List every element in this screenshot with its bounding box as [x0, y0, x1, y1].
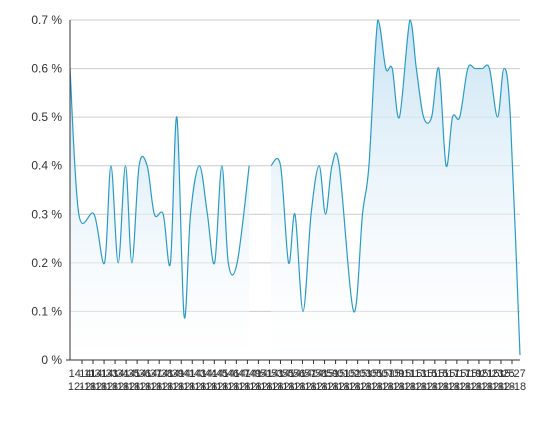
- x-tick-label-date: 12-18: [465, 381, 493, 393]
- x-tick-label-date: 12-18: [443, 381, 471, 393]
- x-tick-label-time: 15:25: [487, 368, 515, 380]
- x-tick-label-time: 14:11: [69, 368, 96, 380]
- x-tick-label-time: 14:49: [234, 368, 262, 380]
- x-tick-label-date: 12-18: [355, 381, 383, 393]
- x-tick-label-date: 12-18: [134, 381, 162, 393]
- x-tick-label-date: 12-18: [277, 381, 305, 393]
- x-tick-label-time: 14:39: [156, 368, 184, 380]
- x-tick-label-time: 15:01: [322, 368, 350, 380]
- x-tick-label-time: 15:03: [344, 368, 372, 380]
- x-tick-label-time: 14:58: [300, 368, 328, 380]
- x-tick-label-time: 14:53: [256, 368, 284, 380]
- y-tick-label: 0.7 %: [31, 13, 62, 27]
- y-tick-label: 0.4 %: [31, 159, 62, 173]
- line-segment-1: [69, 68, 250, 319]
- x-tick-label-time: 14:33: [90, 368, 118, 380]
- x-tick-label-time: 14:56: [278, 368, 306, 380]
- x-tick-label-date: 12-18: [233, 381, 261, 393]
- x-tick-label-time: 15:27: [498, 368, 526, 380]
- x-tick-label-time: 14:51: [245, 368, 273, 380]
- x-tick-label-date: 12-18: [377, 381, 405, 393]
- x-tick-labels: 14:1112-1814:3112-1814:3312-1814:3412-18…: [68, 360, 526, 393]
- y-tick-label: 0.1 %: [31, 304, 62, 318]
- x-tick-label-date: 12-18: [498, 381, 526, 393]
- x-tick-label-time: 15:15: [421, 368, 449, 380]
- x-tick-label-date: 12-18: [476, 381, 504, 393]
- x-tick-label-time: 14:43: [178, 368, 206, 380]
- x-tick-label-date: 12-18: [211, 381, 239, 393]
- x-tick-label-time: 15:07: [366, 368, 394, 380]
- x-tick-label-time: 14:47: [223, 368, 251, 380]
- x-tick-label-date: 12-18: [432, 381, 460, 393]
- x-tick-label-time: 14:38: [145, 368, 173, 380]
- x-tick-label-time: 15:21: [465, 368, 493, 380]
- x-tick-label-time: 14:45: [201, 368, 229, 380]
- x-tick-label-date: 12-18: [189, 381, 217, 393]
- x-tick-label-time: 14:46: [212, 368, 240, 380]
- x-tick-label-time: 15:02: [333, 368, 361, 380]
- x-tick-label-date: 12-18: [344, 381, 372, 393]
- x-tick-label-time: 15:23: [476, 368, 504, 380]
- y-tick-label: 0.3 %: [31, 207, 62, 221]
- x-tick-label-date: 12-18: [156, 381, 184, 393]
- x-tick-label-time: 14:34: [101, 368, 129, 380]
- x-tick-label-date: 12-18: [388, 381, 416, 393]
- y-tick-label: 0.6 %: [31, 62, 62, 76]
- x-tick-label-time: 15:09: [377, 368, 405, 380]
- x-tick-label-date: 12-18: [145, 381, 173, 393]
- x-tick-label-date: 12-18: [123, 381, 151, 393]
- x-tick-label-date: 12-18: [79, 381, 107, 393]
- x-tick-label-time: 14:37: [134, 368, 162, 380]
- y-tick-labels: 0 % 0.1 % 0.2 % 0.3 % 0.4 % 0.5 % 0.6 % 0.7 %: [31, 13, 62, 367]
- x-tick-label-date: 12-18: [421, 381, 449, 393]
- x-tick-label-date: 12-18: [487, 381, 515, 393]
- x-tick-label-date: 12-18: [310, 381, 338, 393]
- x-tick-label-time: 15:17: [443, 368, 471, 380]
- x-tick-label-time: 14:35: [112, 368, 140, 380]
- x-tick-label-date: 12-18: [299, 381, 327, 393]
- x-tick-label-time: 14:59: [311, 368, 339, 380]
- y-tick-label: 0 %: [41, 353, 62, 367]
- line-segment-2: [270, 19, 521, 356]
- x-tick-label-time: 14:44: [190, 368, 218, 380]
- x-tick-label-date: 12-18: [222, 381, 250, 393]
- x-tick-label-time: 15:15: [410, 368, 438, 380]
- series-line: [69, 19, 521, 356]
- x-tick-label-date: 12-18: [366, 381, 394, 393]
- x-tick-label-date: 12-18: [244, 381, 272, 393]
- axes: [66, 20, 520, 361]
- x-tick-label-time: 14:55: [267, 368, 295, 380]
- x-tick-label-time: 14:41: [167, 368, 195, 380]
- area-segment-2: [270, 20, 520, 360]
- x-tick-label-date: 12-18: [454, 381, 482, 393]
- x-tick-label-date: 12-18: [410, 381, 438, 393]
- x-tick-label-date: 12-18: [200, 381, 228, 393]
- x-tick-label-time: 15:13: [399, 368, 427, 380]
- x-tick-label-time: 15:05: [355, 368, 383, 380]
- x-tick-label-time: 15:11: [388, 368, 415, 380]
- x-tick-label-date: 12-18: [266, 381, 294, 393]
- x-tick-label-date: 12-18: [255, 381, 283, 393]
- x-tick-label-time: 14:57: [289, 368, 317, 380]
- x-tick-label-date: 12-18: [101, 381, 129, 393]
- x-tick-label-time: 14:36: [123, 368, 151, 380]
- x-tick-label-date: 12-18: [68, 381, 96, 393]
- x-tick-label-date: 12-18: [167, 381, 195, 393]
- y-tick-label: 0.2 %: [31, 256, 62, 270]
- x-tick-label-date: 12-18: [333, 381, 361, 393]
- x-tick-label-date: 12-18: [399, 381, 427, 393]
- x-tick-label-date: 12-18: [178, 381, 206, 393]
- x-tick-label-time: 15:17: [432, 368, 460, 380]
- x-tick-label-date: 12-18: [112, 381, 140, 393]
- x-tick-label-time: 15:19: [454, 368, 482, 380]
- x-tick-label-date: 12-18: [322, 381, 350, 393]
- x-tick-label-time: 14:31: [79, 368, 107, 380]
- y-tick-label: 0.5 %: [31, 110, 62, 124]
- area-fill: [70, 20, 520, 360]
- area-segment-1: [70, 68, 250, 360]
- x-tick-label-date: 12-18: [288, 381, 316, 393]
- x-tick-label-date: 12-18: [90, 381, 118, 393]
